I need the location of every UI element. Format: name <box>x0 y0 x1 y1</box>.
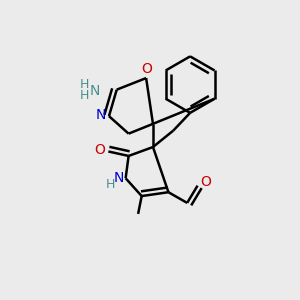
Text: H: H <box>79 88 89 101</box>
Text: O: O <box>200 175 211 188</box>
Text: H: H <box>106 178 115 191</box>
Text: N: N <box>95 108 106 122</box>
Text: O: O <box>94 143 105 157</box>
Text: H: H <box>80 78 89 91</box>
Text: N: N <box>114 171 124 184</box>
Text: O: O <box>142 62 152 76</box>
Text: N: N <box>90 84 100 98</box>
